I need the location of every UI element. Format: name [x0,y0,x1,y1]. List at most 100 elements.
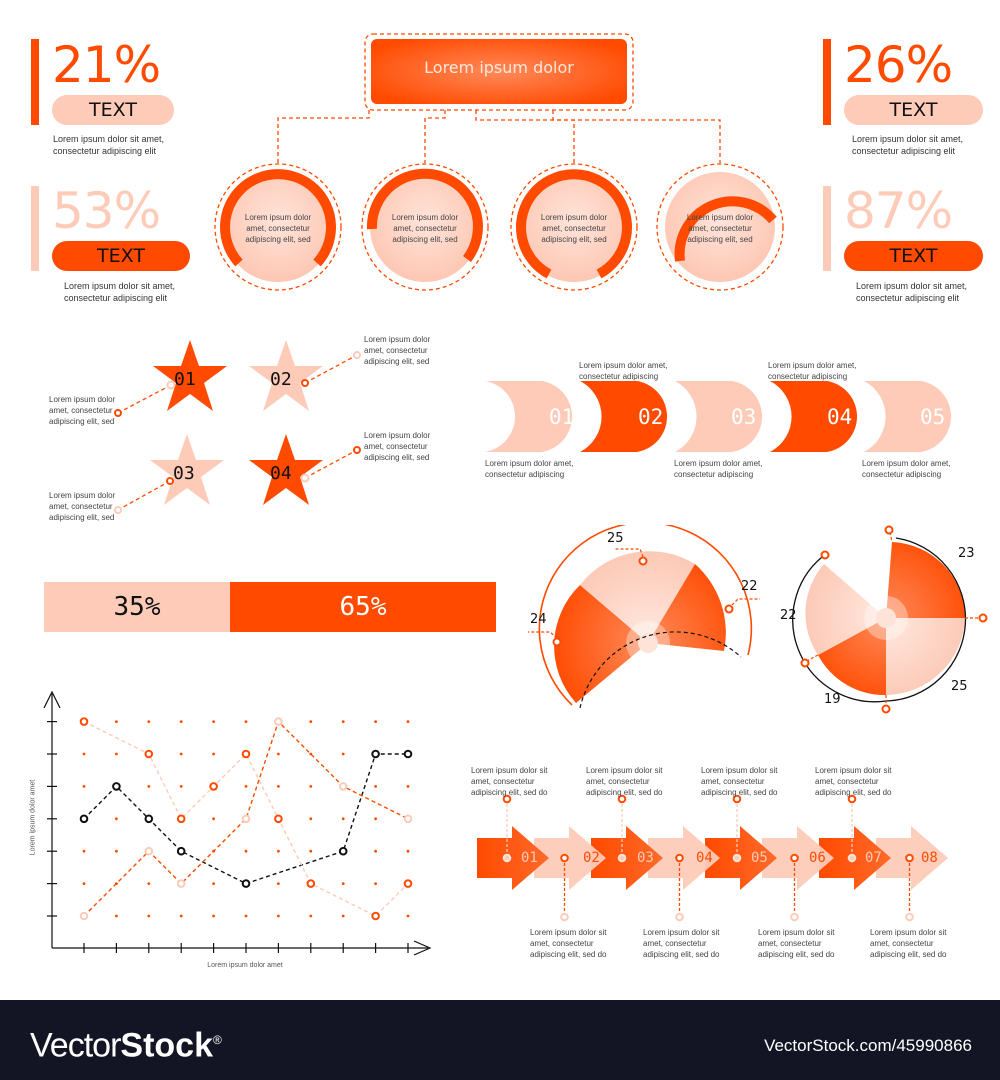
text-line: Lorem ipsum dolor amet, [768,361,857,370]
text-line: Lorem ipsum dolor amet, [579,361,668,370]
star-text-1: Lorem ipsum dolor amet, consectetur adip… [49,394,115,427]
arrow-bottom-text-1: Lorem ipsum dolor sit amet, consectetur … [530,927,607,960]
semi-label-25: 25 [607,531,624,546]
text-line: consectetur adipiscing [862,470,942,479]
text-line: amet, consectetur [701,777,765,786]
progress-left-segment: 35% [44,582,230,632]
arrow-top-text-4: Lorem ipsum dolor sit amet, consectetur … [815,765,892,798]
stat-value: 26% [844,36,953,94]
star-number: 04 [270,463,292,484]
text-line: adipiscing elit, sed [245,235,311,244]
circle-text-3: Lorem ipsum dolor amet, consectetur adip… [524,212,624,245]
desc-line: consectetur adipiscing elit [852,146,956,156]
text-line: adipiscing elit, sed do [815,788,892,797]
progress-circles [214,163,784,291]
brand-bold: Stock [120,1026,213,1065]
text-line: Lorem ipsum dolor sit [870,928,947,937]
semicircle-radial-chart [528,525,760,709]
desc-line: Lorem ipsum dolor sit amet, [856,281,968,291]
text-line: Lorem ipsum dolor sit [530,928,607,937]
star-text-3: Lorem ipsum dolor amet, consectetur adip… [49,490,115,523]
text-line: amet, consectetur [542,224,606,233]
arrow-top-text-2: Lorem ipsum dolor sit amet, consectetur … [586,765,663,798]
text-line: adipiscing elit, sed do [471,788,548,797]
pie-label-22: 22 [780,608,797,623]
arrow-num: 01 [521,850,538,866]
stat-accent-bar [31,186,39,271]
arrow-top-text-1: Lorem ipsum dolor sit amet, consectetur … [471,765,548,798]
text-line: amet, consectetur [364,442,428,451]
text-line: amet, consectetur [688,224,752,233]
brand-light: Vector [30,1026,121,1065]
text-line: amet, consectetur [393,224,457,233]
arrow-bottom-text-3: Lorem ipsum dolor sit amet, consectetur … [758,927,835,960]
text-line: Lorem ipsum dolor sit [471,766,548,775]
y-axis-label: Lorem ipsum dolor amet [29,779,37,856]
text-line: amet, consectetur [643,939,707,948]
stat-description: Lorem ipsum dolor sit amet, consectetur … [852,133,963,157]
text-line: Lorem ipsum dolor [49,395,116,404]
arrow-num: 03 [637,850,654,866]
circle-text-4: Lorem ipsum dolor amet, consectetur adip… [670,212,770,245]
text-line: Lorem ipsum dolor amet, [862,459,951,468]
text-line: consectetur adipiscing [579,372,659,381]
desc-line: Lorem ipsum dolor sit amet, [852,134,964,144]
image-id: VectorStock.com/45990866 [764,1036,972,1055]
semi-label-24: 24 [530,612,547,627]
text-line: Lorem ipsum dolor [364,431,431,440]
text-line: amet, consectetur [815,777,879,786]
stat-label-pill: TEXT [52,95,174,125]
circle-text-2: Lorem ipsum dolor amet, consectetur adip… [375,212,475,245]
text-line: adipiscing elit, sed [364,453,430,462]
steps-diagram [485,381,952,452]
pie-label-23: 23 [958,546,975,561]
text-line: consectetur adipiscing [485,470,565,479]
text-line: amet, consectetur [870,939,934,948]
text-line: adipiscing elit, sed [392,235,458,244]
text-line: consectetur adipiscing [674,470,754,479]
text-line: Lorem ipsum dolor amet, [485,459,574,468]
star-text-4: Lorem ipsum dolor amet, consectetur adip… [364,430,430,463]
text-line: amet, consectetur [246,224,310,233]
desc-line: consectetur adipiscing elit [856,293,960,303]
star-text-2: Lorem ipsum dolor amet, consectetur adip… [364,334,430,367]
text-line: Lorem ipsum dolor [364,335,431,344]
radial-pie-chart [792,525,988,714]
text-line: Lorem ipsum dolor [391,213,459,222]
stat-description: Lorem ipsum dolor sit amet, consectetur … [64,280,175,304]
star-number: 02 [270,369,292,390]
arrow-num: 02 [583,850,600,866]
step-number: 04 [827,405,853,429]
text-line: adipiscing elit, sed [49,513,115,522]
step-number: 01 [549,405,575,429]
text-line: Lorem ipsum dolor sit [758,928,835,937]
text-line: adipiscing elit, sed [541,235,607,244]
arrow-top-text-3: Lorem ipsum dolor sit amet, consectetur … [701,765,778,798]
text-line: amet, consectetur [758,939,822,948]
text-line: amet, consectetur [586,777,650,786]
step-text-3: Lorem ipsum dolor amet, consectetur adip… [674,458,762,480]
progress-right-segment: 65% [230,582,496,632]
star-number: 03 [173,463,195,484]
brand-logo: VectorStock® [30,1022,222,1063]
text-line: Lorem ipsum dolor sit [815,766,892,775]
text-line: amet, consectetur [49,406,113,415]
text-line: adipiscing elit, sed [364,357,430,366]
step-text-2: Lorem ipsum dolor amet, consectetur adip… [579,360,667,382]
text-line: adipiscing elit, sed do [758,950,835,959]
stat-description: Lorem ipsum dolor sit amet, consectetur … [856,280,967,304]
split-progress-bar: 35% 65% [44,582,496,632]
arrow-num: 06 [809,850,826,866]
text-line: Lorem ipsum dolor amet, [674,459,763,468]
stat-label-pill: TEXT [844,95,983,125]
stat-label-pill: TEXT [52,241,190,271]
arrow-num: 05 [751,850,768,866]
text-line: Lorem ipsum dolor sit [586,766,663,775]
stat-value: 21% [52,36,161,94]
org-title: Lorem ipsum dolor [424,58,574,77]
arrow-num: 04 [696,850,713,866]
arrow-num: 08 [921,850,938,866]
arrow-num: 07 [865,850,882,866]
text-line: Lorem ipsum dolor [686,213,754,222]
stat-accent-bar [823,186,831,271]
